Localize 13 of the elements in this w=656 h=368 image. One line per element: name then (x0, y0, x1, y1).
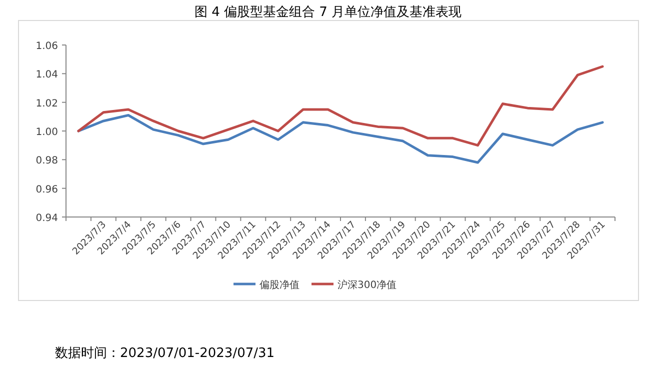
y-tick-label: 1.04 (36, 70, 58, 81)
line-series (77, 65, 604, 147)
chart-title: 图 4 偏股型基金组合 7 月单位净值及基准表现 (194, 5, 462, 20)
y-tick-label: 0.94 (36, 213, 58, 224)
line-series (77, 114, 604, 164)
y-tick-label: 1.00 (36, 127, 58, 138)
legend-label: 偏股净值 (260, 279, 300, 291)
legend-label: 沪深300净值 (338, 279, 397, 291)
y-tick-label: 1.06 (36, 41, 58, 52)
y-tick-label: 0.96 (36, 184, 58, 196)
y-tick-label: 1.02 (36, 98, 58, 110)
text: 数据时间：2023/07/01-2023/07/31 (55, 346, 275, 361)
y-tick-label: 0.98 (36, 156, 58, 167)
